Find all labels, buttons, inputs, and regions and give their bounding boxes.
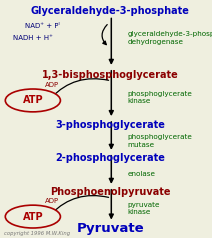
Text: ADP: ADP	[45, 198, 59, 204]
Text: pyruvate
kinase: pyruvate kinase	[127, 202, 160, 215]
Text: NADH + H⁺: NADH + H⁺	[13, 35, 53, 41]
Text: 1,3-bisphosphoglycerate: 1,3-bisphosphoglycerate	[42, 70, 179, 80]
Text: glyceraldehyde-3-phosphate
dehydrogenase: glyceraldehyde-3-phosphate dehydrogenase	[127, 31, 212, 45]
Ellipse shape	[5, 89, 60, 112]
Text: Phosphoenolpyruvate: Phosphoenolpyruvate	[50, 187, 170, 197]
Text: 3-phosphoglycerate: 3-phosphoglycerate	[55, 120, 165, 130]
Ellipse shape	[5, 205, 60, 228]
Text: ATP: ATP	[22, 95, 43, 105]
FancyArrowPatch shape	[52, 79, 109, 97]
Text: NAD⁺ + Pᴵ: NAD⁺ + Pᴵ	[25, 23, 59, 29]
FancyArrowPatch shape	[102, 25, 107, 45]
Text: ATP: ATP	[22, 212, 43, 222]
Text: 2-phosphoglycerate: 2-phosphoglycerate	[55, 153, 165, 163]
Text: ADP: ADP	[45, 82, 59, 88]
Text: copyright 1996 M.W.King: copyright 1996 M.W.King	[4, 231, 70, 236]
Text: Pyruvate: Pyruvate	[77, 222, 144, 235]
Text: enolase: enolase	[127, 171, 155, 177]
Text: Glyceraldehyde-3-phosphate: Glyceraldehyde-3-phosphate	[31, 6, 190, 16]
FancyArrowPatch shape	[52, 196, 109, 213]
Text: phosphoglycerate
kinase: phosphoglycerate kinase	[127, 91, 192, 104]
Text: phosphoglycerate
mutase: phosphoglycerate mutase	[127, 134, 192, 148]
